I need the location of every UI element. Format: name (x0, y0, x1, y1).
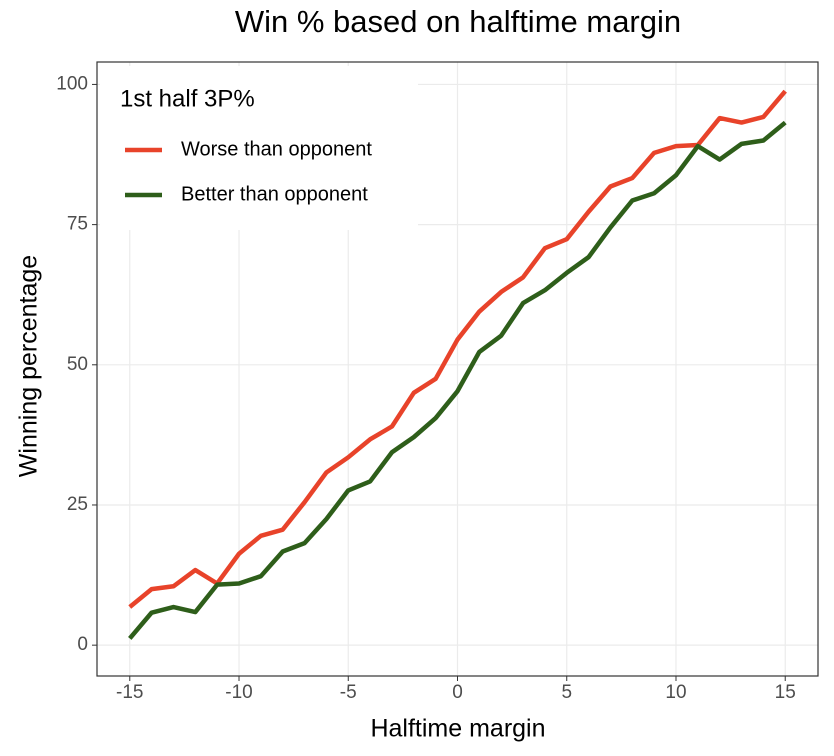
x-tick-label: -15 (116, 682, 143, 703)
y-tick-label: 0 (77, 634, 88, 655)
legend-label: Better than opponent (181, 183, 368, 205)
y-axis-label: Winning percentage (15, 255, 43, 477)
series-line (128, 89, 787, 609)
legend-title: 1st half 3P% (120, 85, 255, 112)
x-tick-label: 15 (775, 682, 796, 703)
x-tick-label: -5 (340, 682, 357, 703)
series-line (128, 120, 787, 640)
x-tick-label: 10 (665, 682, 686, 703)
x-tick-label: -10 (225, 682, 252, 703)
chart-title: Win % based on halftime margin (235, 4, 681, 39)
x-tick-label: 5 (561, 682, 572, 703)
y-tick-label: 75 (67, 214, 88, 235)
x-tick-label: 0 (452, 682, 463, 703)
y-tick-label: 50 (67, 354, 88, 375)
y-tick-label: 25 (67, 494, 88, 515)
legend-label: Worse than opponent (181, 138, 372, 160)
x-axis-label: Halftime margin (370, 715, 545, 743)
plot-border (96, 61, 819, 677)
y-tick-label: 100 (56, 73, 88, 94)
